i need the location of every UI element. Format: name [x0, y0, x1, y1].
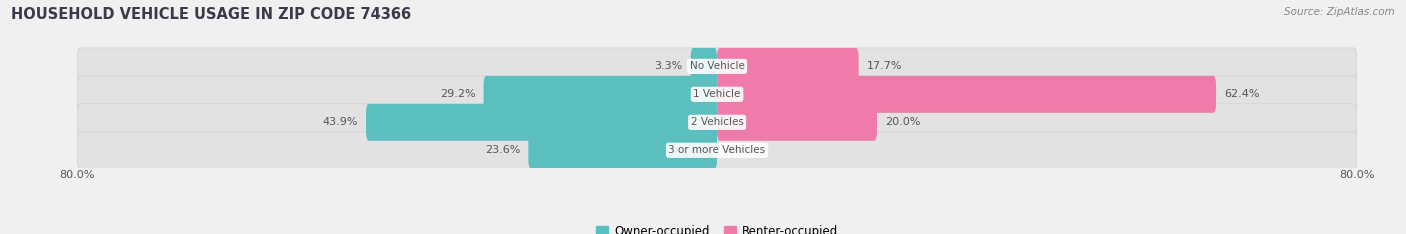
FancyBboxPatch shape	[77, 76, 1357, 113]
Text: Source: ZipAtlas.com: Source: ZipAtlas.com	[1284, 7, 1395, 17]
Text: 3 or more Vehicles: 3 or more Vehicles	[668, 145, 766, 155]
FancyBboxPatch shape	[717, 48, 859, 85]
Text: 0.0%: 0.0%	[725, 145, 754, 155]
Text: 2 Vehicles: 2 Vehicles	[690, 117, 744, 127]
FancyBboxPatch shape	[366, 104, 717, 141]
Text: 43.9%: 43.9%	[322, 117, 359, 127]
Text: No Vehicle: No Vehicle	[689, 61, 745, 71]
Text: 3.3%: 3.3%	[654, 61, 683, 71]
FancyBboxPatch shape	[529, 132, 717, 169]
FancyBboxPatch shape	[690, 48, 717, 85]
Text: 17.7%: 17.7%	[866, 61, 903, 71]
FancyBboxPatch shape	[77, 132, 1357, 169]
FancyBboxPatch shape	[77, 104, 1357, 141]
FancyBboxPatch shape	[484, 76, 717, 113]
Text: 20.0%: 20.0%	[884, 117, 921, 127]
FancyBboxPatch shape	[717, 104, 877, 141]
Text: 1 Vehicle: 1 Vehicle	[693, 89, 741, 99]
FancyBboxPatch shape	[77, 48, 1357, 85]
FancyBboxPatch shape	[717, 76, 1216, 113]
Legend: Owner-occupied, Renter-occupied: Owner-occupied, Renter-occupied	[596, 225, 838, 234]
Text: 62.4%: 62.4%	[1225, 89, 1260, 99]
Text: HOUSEHOLD VEHICLE USAGE IN ZIP CODE 74366: HOUSEHOLD VEHICLE USAGE IN ZIP CODE 7436…	[11, 7, 412, 22]
Text: 29.2%: 29.2%	[440, 89, 475, 99]
Text: 23.6%: 23.6%	[485, 145, 520, 155]
